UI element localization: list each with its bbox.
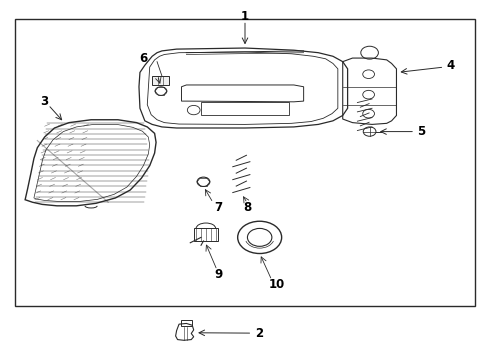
Text: 6: 6 <box>140 52 148 65</box>
Text: 4: 4 <box>446 59 454 72</box>
Bar <box>15 19 475 306</box>
Text: 1: 1 <box>241 10 249 23</box>
Text: 9: 9 <box>214 268 222 281</box>
Bar <box>194 228 218 241</box>
Bar <box>152 76 169 85</box>
Text: 5: 5 <box>417 125 425 138</box>
Text: 8: 8 <box>244 202 251 215</box>
Text: 10: 10 <box>269 278 285 291</box>
Bar <box>181 320 192 326</box>
Bar <box>201 102 289 116</box>
Text: 3: 3 <box>41 95 49 108</box>
Text: 7: 7 <box>214 201 222 214</box>
Text: 2: 2 <box>256 327 264 340</box>
